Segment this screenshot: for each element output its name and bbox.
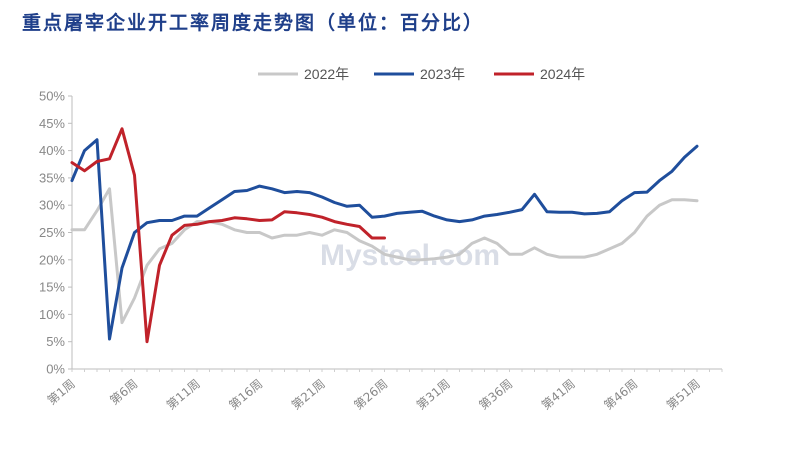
- y-tick-label: 35%: [39, 170, 65, 185]
- x-tick-label: 第1周: [45, 377, 78, 408]
- x-tick-label: 第21周: [289, 377, 328, 413]
- y-tick-label: 5%: [46, 334, 65, 349]
- series-line: [70, 127, 386, 344]
- x-tick-label: 第6周: [107, 377, 140, 408]
- y-tick-label: 25%: [39, 225, 65, 240]
- series-line: [70, 187, 699, 325]
- y-tick-label: 45%: [39, 116, 65, 131]
- x-tick-label: 第31周: [414, 377, 453, 413]
- x-tick-label: 第16周: [226, 377, 265, 413]
- legend-label: 2022年: [304, 66, 349, 82]
- series-line: [70, 138, 699, 341]
- chart-legend: 2022年 2023年 2024年: [258, 66, 585, 82]
- y-tick-label: 50%: [39, 89, 65, 104]
- y-tick-label: 40%: [39, 143, 65, 158]
- chart-title: 重点屠宰企业开工率周度走势图（单位：百分比）: [22, 12, 485, 34]
- y-tick-label: 20%: [39, 252, 65, 267]
- x-tick-label: 第36周: [476, 377, 515, 413]
- x-tick-label: 第26周: [351, 377, 390, 413]
- x-tick-label: 第46周: [601, 377, 640, 413]
- chart-series: [70, 127, 699, 344]
- legend-label: 2024年: [540, 66, 585, 82]
- x-tick-label: 第51周: [664, 377, 703, 413]
- legend-label: 2023年: [420, 66, 465, 82]
- x-tick-label: 第11周: [164, 377, 203, 413]
- x-tick-label: 第41周: [539, 377, 578, 413]
- y-tick-label: 0%: [46, 362, 65, 377]
- y-tick-label: 15%: [39, 280, 65, 295]
- y-tick-label: 10%: [39, 307, 65, 322]
- y-tick-label: 30%: [39, 198, 65, 213]
